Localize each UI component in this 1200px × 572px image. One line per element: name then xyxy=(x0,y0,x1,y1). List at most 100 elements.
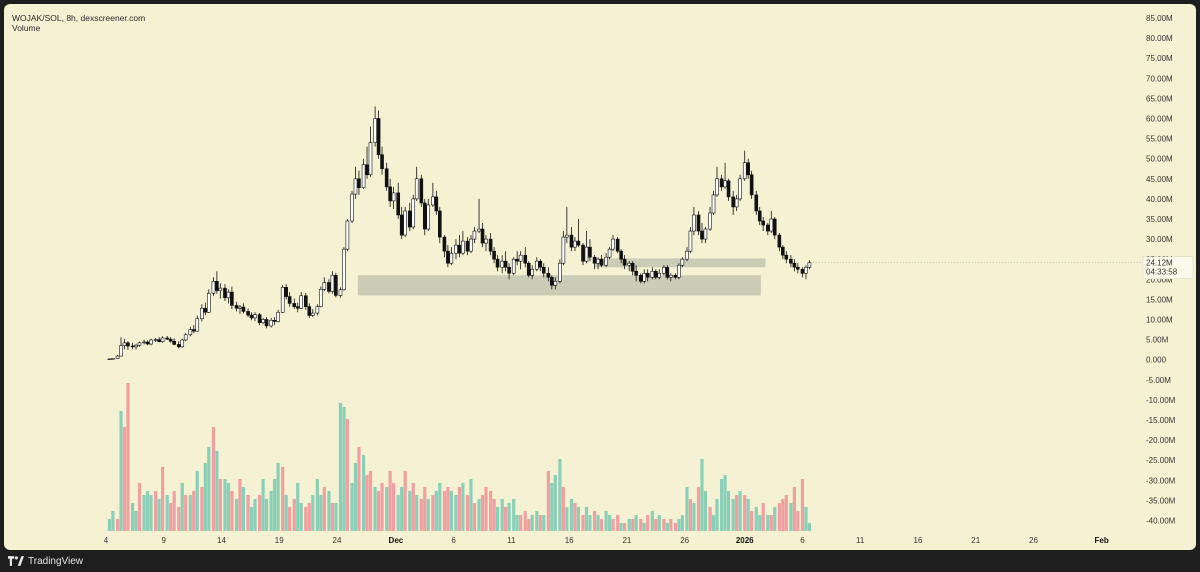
candle-body xyxy=(796,266,800,270)
time-tick-label: Dec xyxy=(389,536,404,545)
candle-body xyxy=(723,180,727,188)
candle-body xyxy=(449,252,454,264)
candle xyxy=(287,292,292,307)
volume-bar xyxy=(530,515,534,531)
candle-body xyxy=(592,256,597,264)
candle xyxy=(257,313,262,326)
candle-body xyxy=(403,210,407,236)
candle-body xyxy=(711,194,716,214)
candle xyxy=(388,178,392,207)
candle-body xyxy=(391,192,396,202)
candle xyxy=(634,265,638,282)
volume-bar xyxy=(766,515,770,531)
candle-body xyxy=(157,339,161,342)
candle xyxy=(304,292,308,310)
price-tick-label: -10.00M xyxy=(1146,396,1176,405)
volume-bar xyxy=(304,507,308,531)
candle-body xyxy=(419,178,424,204)
volume-bar xyxy=(538,515,542,531)
candle xyxy=(226,289,231,304)
volume-bar xyxy=(789,503,793,531)
volume-bar xyxy=(211,427,216,531)
volume-bar xyxy=(569,499,574,531)
candle xyxy=(477,198,481,234)
volume-bar xyxy=(284,495,288,531)
candle xyxy=(677,263,681,280)
candle-body xyxy=(772,218,777,236)
volume-bar xyxy=(415,495,419,531)
volume-bar xyxy=(311,495,315,531)
time-tick-label: 21 xyxy=(622,536,631,545)
volume-bar xyxy=(373,487,377,531)
candle xyxy=(692,206,696,236)
time-tick-label: 11 xyxy=(507,536,516,545)
price-tick-label: -30.00M xyxy=(1146,476,1176,485)
candle-body xyxy=(754,194,759,212)
candle-body xyxy=(399,214,404,236)
candle xyxy=(596,257,600,270)
candle-body xyxy=(149,339,153,345)
candle-body xyxy=(134,344,138,348)
candle-body xyxy=(588,246,592,258)
chart-canvas[interactable]: 85.00M80.00M75.00M70.00M65.00M60.00M55.0… xyxy=(4,4,1196,550)
candle xyxy=(253,312,257,322)
candle-body xyxy=(292,303,297,307)
volume-bar xyxy=(145,491,150,531)
volume-bar xyxy=(616,515,620,531)
volume-bar xyxy=(434,491,438,531)
candle-body xyxy=(703,228,708,240)
candle-body xyxy=(454,244,458,254)
candle xyxy=(223,284,227,302)
chart-legend-title[interactable]: WOJAK/SOL, 8h, dexscreener.com xyxy=(12,13,146,23)
volume-bar xyxy=(461,483,465,531)
volume-bar xyxy=(489,491,493,531)
candle-body xyxy=(584,246,589,262)
candle-body xyxy=(353,178,358,195)
volume-bar xyxy=(281,467,285,531)
volume-bar xyxy=(484,487,488,531)
candle-body xyxy=(746,162,750,176)
candle-body xyxy=(272,320,277,322)
candle xyxy=(507,263,511,280)
candle xyxy=(215,271,219,294)
volume-bar xyxy=(726,491,731,531)
volume-bar xyxy=(160,467,165,531)
candle-body xyxy=(327,282,331,292)
volume-bar xyxy=(696,487,701,531)
candle xyxy=(495,255,500,272)
candle-body xyxy=(742,162,747,180)
volume-bar xyxy=(234,499,239,531)
price-tick-label: 10.00M xyxy=(1146,316,1173,325)
volume-legend-label[interactable]: Volume xyxy=(12,23,41,33)
candle xyxy=(350,190,354,224)
candle-body xyxy=(226,291,231,299)
candle-body xyxy=(607,248,612,258)
candle-body xyxy=(365,164,369,176)
volume-bar xyxy=(720,479,724,531)
candle-body xyxy=(738,178,742,200)
price-axis: 85.00M 80.00M 75.00M 70.00M 65.00M 60.00M 55.0… xyxy=(1146,14,1176,526)
candle xyxy=(211,277,216,297)
candle-body xyxy=(414,178,419,200)
volume-bar xyxy=(134,511,138,531)
candle-body xyxy=(538,260,543,268)
candle-body xyxy=(269,320,273,327)
candle-body xyxy=(160,337,165,342)
candle xyxy=(731,190,735,215)
candle-body xyxy=(180,339,185,348)
candle xyxy=(426,198,431,232)
volume-bar xyxy=(172,491,176,531)
support-zone-0 xyxy=(357,275,761,296)
candle xyxy=(518,251,523,270)
volume-bar xyxy=(573,503,577,531)
candle-body xyxy=(515,258,519,262)
candle-body xyxy=(238,306,242,309)
tradingview-logo[interactable]: TradingView xyxy=(8,555,83,567)
volume-bar xyxy=(154,491,158,531)
chart-pane[interactable]: 85.00M 80.00M 75.00M 70.00M 65.00M 60.00M 55.0… xyxy=(4,4,1196,550)
candle xyxy=(292,298,297,310)
volume-bar xyxy=(115,519,120,531)
candle-body xyxy=(422,202,427,230)
candle-body xyxy=(673,274,678,278)
time-tick-label: 4 xyxy=(104,536,109,545)
